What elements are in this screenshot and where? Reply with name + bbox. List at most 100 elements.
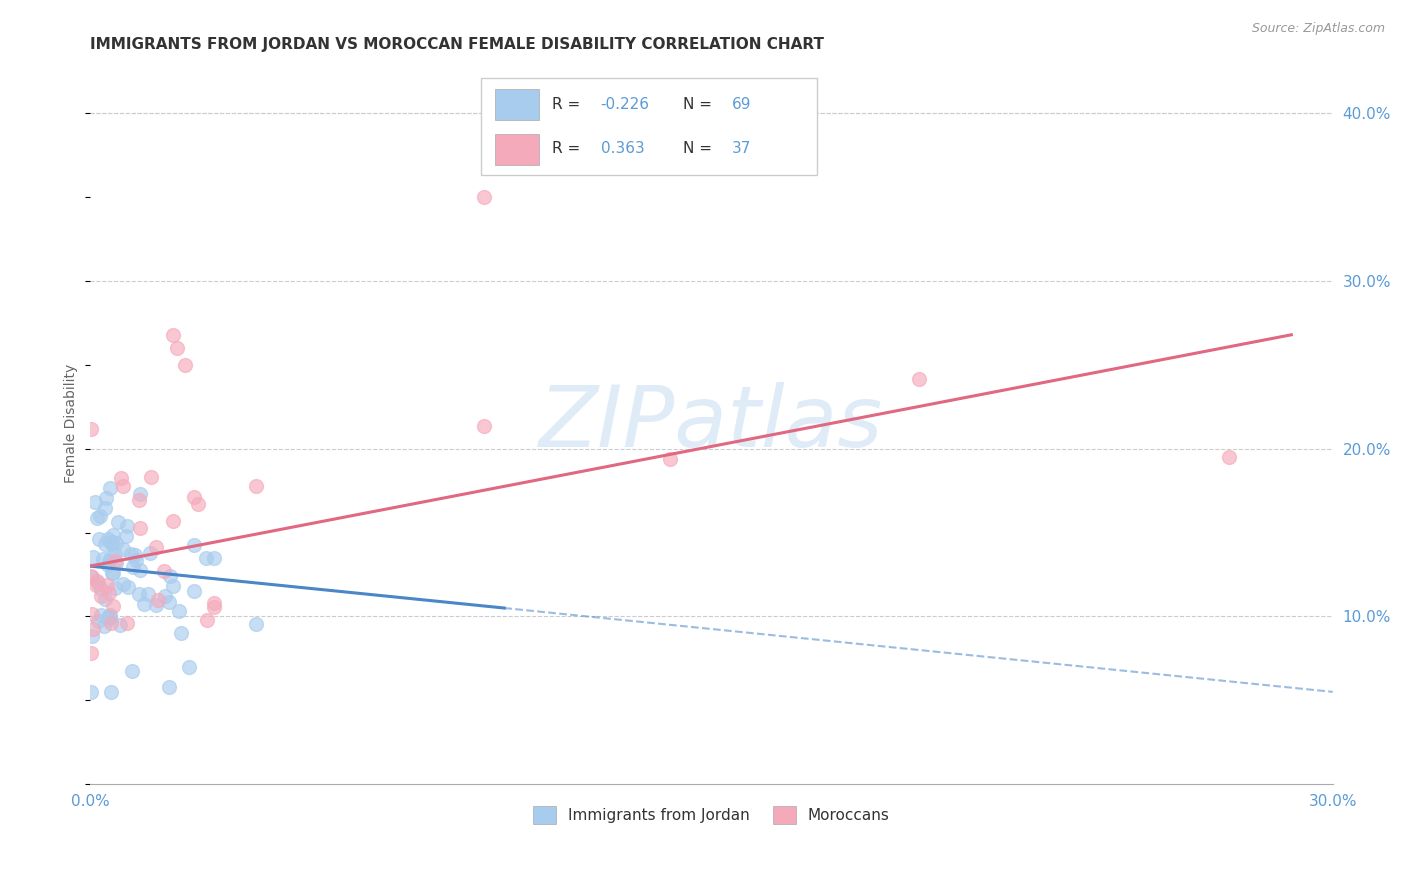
- Point: [87, 615, 110, 629]
- Point: [115, 519, 138, 533]
- Point: [132, 597, 155, 611]
- Point: [245, 617, 267, 632]
- Point: [120, 547, 142, 561]
- Point: [907, 371, 929, 385]
- Point: [101, 535, 124, 549]
- Point: [174, 358, 197, 372]
- Point: [162, 514, 184, 528]
- Point: [166, 341, 188, 355]
- Point: [90, 607, 112, 622]
- Point: [107, 516, 129, 530]
- Point: [80, 607, 103, 621]
- Point: [162, 578, 184, 592]
- Point: [472, 190, 495, 204]
- Point: [245, 479, 267, 493]
- Point: [183, 584, 205, 599]
- Point: [183, 538, 205, 552]
- Point: [148, 593, 170, 607]
- Point: [128, 492, 150, 507]
- Point: [121, 560, 143, 574]
- Point: [94, 591, 117, 606]
- Point: [97, 558, 120, 573]
- Point: [91, 552, 114, 566]
- Point: [139, 546, 162, 560]
- Point: [202, 596, 225, 610]
- Point: [82, 622, 104, 636]
- Text: IMMIGRANTS FROM JORDAN VS MOROCCAN FEMALE DISABILITY CORRELATION CHART: IMMIGRANTS FROM JORDAN VS MOROCCAN FEMAL…: [90, 37, 824, 53]
- Point: [159, 569, 181, 583]
- Point: [128, 587, 150, 601]
- Point: [152, 564, 174, 578]
- Point: [101, 566, 124, 580]
- Point: [112, 577, 135, 591]
- Point: [136, 587, 159, 601]
- Point: [100, 549, 122, 564]
- Point: [159, 680, 181, 694]
- Point: [145, 599, 167, 613]
- Point: [105, 535, 128, 549]
- Point: [121, 664, 143, 678]
- Point: [129, 487, 152, 501]
- Point: [103, 547, 125, 561]
- Point: [97, 610, 120, 624]
- Point: [100, 536, 122, 550]
- Point: [202, 600, 225, 615]
- Point: [90, 589, 112, 603]
- Point: [86, 574, 108, 588]
- Point: [94, 491, 117, 505]
- Point: [112, 542, 135, 557]
- Point: [98, 481, 121, 495]
- Point: [157, 595, 180, 609]
- Point: [96, 578, 118, 592]
- Point: [162, 327, 184, 342]
- Point: [125, 553, 148, 567]
- Point: [97, 612, 120, 626]
- Point: [110, 471, 132, 485]
- Point: [128, 563, 150, 577]
- Point: [80, 569, 103, 583]
- Point: [1218, 450, 1240, 465]
- Point: [87, 532, 110, 546]
- Point: [90, 582, 112, 596]
- Point: [117, 580, 139, 594]
- Point: [94, 537, 117, 551]
- Point: [472, 418, 495, 433]
- Point: [124, 548, 146, 562]
- Point: [86, 511, 108, 525]
- Point: [100, 685, 122, 699]
- Legend: Immigrants from Jordan, Moroccans: Immigrants from Jordan, Moroccans: [527, 799, 896, 830]
- Point: [110, 617, 132, 632]
- Point: [89, 508, 111, 523]
- Point: [167, 604, 190, 618]
- Point: [84, 578, 107, 592]
- Point: [98, 554, 121, 568]
- Point: [100, 607, 122, 622]
- Point: [93, 619, 115, 633]
- Point: [80, 685, 103, 699]
- Point: [659, 452, 682, 467]
- Point: [145, 540, 167, 554]
- Point: [97, 532, 120, 546]
- Point: [128, 521, 150, 535]
- Point: [86, 575, 108, 590]
- Point: [82, 629, 104, 643]
- Point: [104, 554, 127, 568]
- Point: [195, 550, 218, 565]
- Point: [101, 599, 124, 613]
- Point: [179, 660, 201, 674]
- Point: [80, 646, 103, 660]
- Point: [83, 495, 105, 509]
- Point: [170, 625, 193, 640]
- Point: [94, 500, 117, 515]
- Point: [100, 615, 122, 630]
- Point: [115, 615, 138, 630]
- Point: [187, 497, 209, 511]
- Point: [114, 529, 136, 543]
- Point: [82, 570, 104, 584]
- Y-axis label: Female Disability: Female Disability: [65, 364, 79, 483]
- Point: [100, 566, 122, 581]
- Point: [103, 581, 125, 595]
- Point: [82, 550, 104, 565]
- Text: Source: ZipAtlas.com: Source: ZipAtlas.com: [1251, 22, 1385, 36]
- Point: [101, 527, 124, 541]
